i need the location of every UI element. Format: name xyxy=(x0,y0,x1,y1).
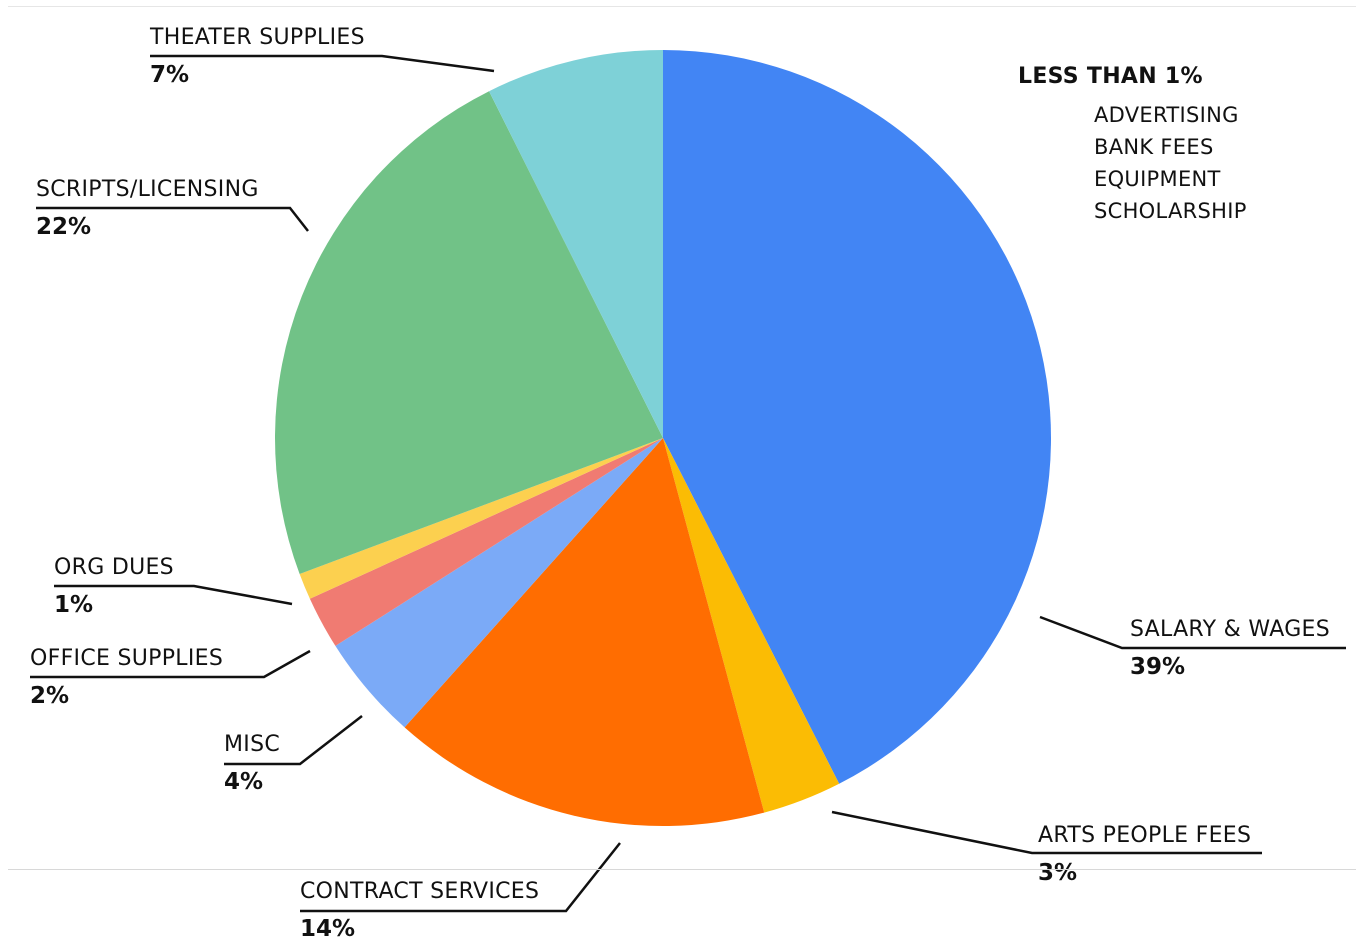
slice-label: MISC xyxy=(224,732,280,757)
pie-slice-office-supplies xyxy=(309,438,663,646)
leader-line xyxy=(224,715,363,766)
slice-percent-label: 14% xyxy=(300,916,355,940)
pie-labels: SALARY & WAGES 39% ARTS PEOPLE FEES 3% CONTR… xyxy=(30,25,1346,940)
leader-line xyxy=(300,842,621,913)
top-divider xyxy=(8,6,1356,7)
slice-label: OFFICE SUPPLIES xyxy=(30,646,223,671)
pie-slice-arts-people-fees xyxy=(663,438,840,813)
leader-line xyxy=(831,810,1262,855)
slice-percent-label: 22% xyxy=(36,214,91,240)
note-list: ADVERTISING BANK FEES EQUIPMENT SCHOLARS… xyxy=(1018,99,1247,227)
slice-label: SALARY & WAGES xyxy=(1130,617,1330,642)
pie-slice-theater-supplies xyxy=(489,50,663,438)
pie-slice-org-dues xyxy=(299,438,663,599)
slice-percent-label: 4% xyxy=(224,769,263,795)
leader-line xyxy=(54,584,293,606)
slice-label: ORG DUES xyxy=(54,555,174,580)
slice-label: THEATER SUPPLIES xyxy=(149,25,365,50)
slice-percent-label: 39% xyxy=(1130,654,1185,680)
leader-line xyxy=(150,54,495,73)
pie-slice-scripts-licensing xyxy=(275,91,663,575)
note-title: LESS THAN 1% xyxy=(1018,64,1203,89)
leader-line xyxy=(36,206,309,232)
slice-label: ARTS PEOPLE FEES xyxy=(1038,823,1251,848)
slice-percent-label: 7% xyxy=(150,62,189,88)
pie-slice-misc xyxy=(335,438,663,728)
slice-percent-label: 2% xyxy=(30,683,69,709)
pie-slice-salary-wages xyxy=(663,50,1052,784)
small-expenses-note: LESS THAN 1% ADVERTISING BANK FEES EQUIP… xyxy=(1018,64,1247,227)
leader-line xyxy=(1039,615,1346,650)
bottom-divider xyxy=(8,869,1356,870)
note-item: SCHOLARSHIP xyxy=(1094,199,1247,223)
note-item: BANK FEES xyxy=(1094,135,1214,159)
slice-label: CONTRACT SERVICES xyxy=(300,879,539,904)
pie-slices xyxy=(275,50,1052,827)
slice-percent-label: 3% xyxy=(1038,860,1077,886)
note-item: EQUIPMENT xyxy=(1094,167,1221,191)
slice-percent-label: 1% xyxy=(54,592,93,618)
pie-slice-contract-services xyxy=(404,438,765,827)
note-item: ADVERTISING xyxy=(1094,103,1239,127)
slice-label: SCRIPTS/LICENSING xyxy=(36,177,259,202)
leader-line xyxy=(30,649,311,679)
